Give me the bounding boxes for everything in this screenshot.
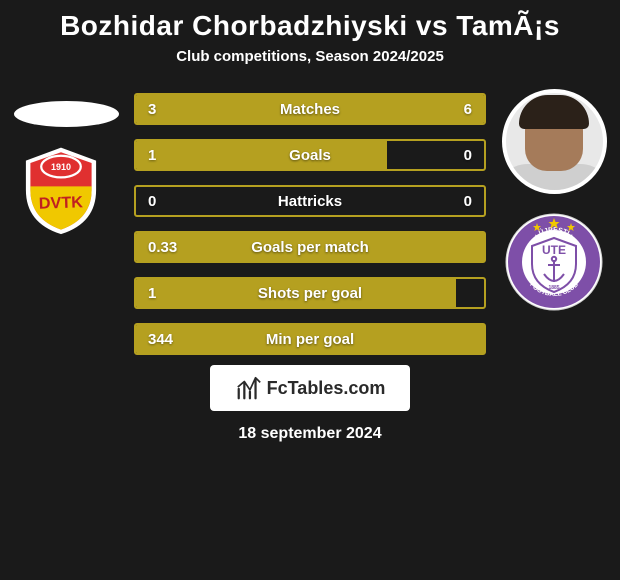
stat-label: Matches <box>280 101 340 118</box>
stat-row: 344 Min per goal <box>134 323 486 355</box>
fctables-badge: FcTables.com <box>210 365 410 411</box>
stat-value-left: 0.33 <box>148 239 177 256</box>
fctables-logo-icon <box>235 374 263 402</box>
stat-row: 0.33 Goals per match <box>134 231 486 263</box>
stat-value-left: 3 <box>148 101 156 118</box>
stat-label: Hattricks <box>278 193 342 210</box>
svg-text:1910: 1910 <box>51 162 71 172</box>
stat-fill-left <box>136 141 387 169</box>
infographic-root: Bozhidar Chorbadzhiyski vs TamÃ¡s Club c… <box>0 0 620 443</box>
stat-label: Goals per match <box>251 239 369 256</box>
svg-text:1885: 1885 <box>548 285 559 291</box>
ujpest-crest-icon: · ÚJPESTI · FOOTBALL CLUB UTE <box>504 212 604 312</box>
player-right-club-badge: · ÚJPESTI · FOOTBALL CLUB UTE <box>504 212 604 312</box>
player-right-avatar <box>502 89 607 194</box>
stat-row: 1 0 Goals <box>134 139 486 171</box>
stat-value-left: 0 <box>148 193 156 210</box>
stat-row: 1 Shots per goal <box>134 277 486 309</box>
footer-date: 18 september 2024 <box>238 425 381 443</box>
stat-value-right: 0 <box>464 147 472 164</box>
stat-label: Goals <box>289 147 331 164</box>
stat-value-left: 1 <box>148 285 156 302</box>
stat-bars: 3 6 Matches 1 0 Goals 0 0 Hattricks 0.33 Goals per… <box>126 89 494 355</box>
subtitle: Club competitions, Season 2024/2025 <box>176 48 444 65</box>
dvtk-crest-icon: 1910 DVTK <box>16 145 106 235</box>
avatar-hair <box>519 95 589 129</box>
content-row: 1910 DVTK 3 6 Matches 1 0 Goals 0 0 Hattricks 0.3… <box>0 89 620 355</box>
stat-value-left: 1 <box>148 147 156 164</box>
player-left-avatar <box>14 101 119 127</box>
page-title: Bozhidar Chorbadzhiyski vs TamÃ¡s <box>60 10 560 42</box>
right-side: · ÚJPESTI · FOOTBALL CLUB UTE <box>494 89 614 312</box>
player-left-club-badge: 1910 DVTK <box>16 145 116 245</box>
fctables-brand-text: FcTables.com <box>267 378 386 399</box>
stat-value-right: 0 <box>464 193 472 210</box>
stat-value-left: 344 <box>148 331 173 348</box>
svg-text:UTE: UTE <box>542 243 566 257</box>
svg-text:DVTK: DVTK <box>38 193 83 213</box>
stat-row: 0 0 Hattricks <box>134 185 486 217</box>
stat-label: Shots per goal <box>258 285 362 302</box>
stat-value-right: 6 <box>464 101 472 118</box>
stat-label: Min per goal <box>266 331 354 348</box>
footer: FcTables.com 18 september 2024 <box>0 365 620 443</box>
left-side: 1910 DVTK <box>6 89 126 245</box>
stat-row: 3 6 Matches <box>134 93 486 125</box>
